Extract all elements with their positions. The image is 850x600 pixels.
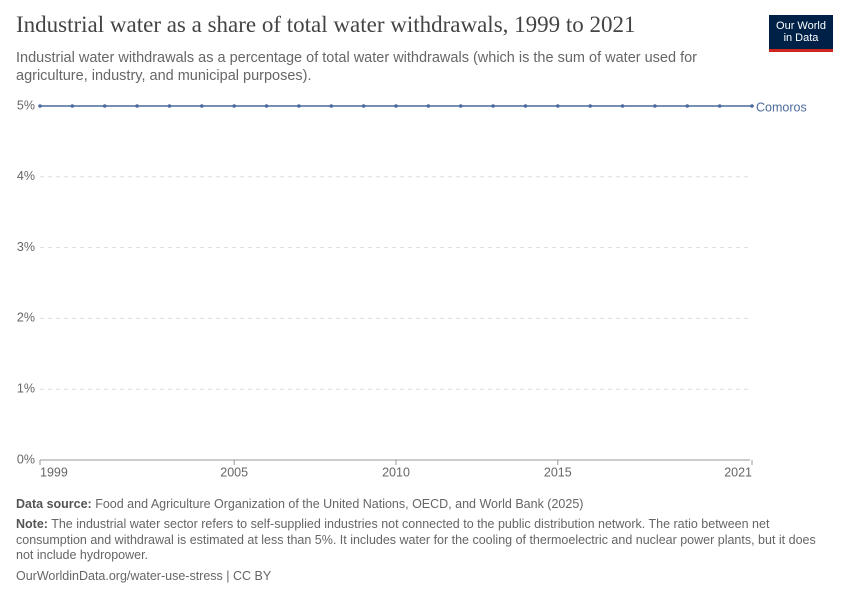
chart-title: Industrial water as a share of total wat… <box>16 12 636 37</box>
logo-line: in Data <box>783 32 819 44</box>
y-tick-label: 2% <box>17 311 35 325</box>
point <box>135 104 139 108</box>
point <box>653 104 657 108</box>
point <box>167 104 172 108</box>
y-tick-label: 1% <box>17 381 35 395</box>
x-tick-label: 2015 <box>544 465 572 479</box>
y-tick-label: 3% <box>17 240 35 254</box>
series-label: Comoros <box>756 100 807 114</box>
point <box>426 104 431 108</box>
y-tick-label: 4% <box>17 169 35 183</box>
point <box>297 104 301 108</box>
chart-subtitle: Industrial water withdrawals as a percen… <box>16 50 698 84</box>
url[interactable]: OurWorldinData.org/water-use-stress | CC… <box>16 569 272 583</box>
point <box>556 104 560 108</box>
source-text: Food and Agriculture Organization of the… <box>95 497 584 511</box>
note: Note: The industrial water sector refers… <box>16 517 821 564</box>
point <box>523 104 528 108</box>
point <box>38 104 42 108</box>
point <box>394 104 398 108</box>
x-tick-label: 2005 <box>220 465 248 479</box>
source: Data source: Food and Agriculture Organi… <box>16 497 821 513</box>
point <box>329 104 334 108</box>
point <box>750 104 754 108</box>
point <box>491 104 495 108</box>
logo-line: Our World <box>776 20 826 32</box>
y-tick-label: 5% <box>17 98 35 112</box>
note-label: Note: <box>16 517 48 531</box>
point <box>70 104 75 108</box>
point <box>102 104 107 108</box>
point <box>685 104 690 108</box>
point <box>458 104 463 108</box>
point <box>717 104 722 108</box>
point <box>232 104 236 108</box>
point <box>361 104 366 108</box>
point <box>200 104 204 108</box>
note-text: The industrial water sector refers to se… <box>16 517 816 562</box>
x-tick-label: 2021 <box>724 465 752 479</box>
point <box>588 104 592 108</box>
y-tick-label: 0% <box>17 452 35 466</box>
x-tick-label: 1999 <box>40 465 68 479</box>
x-tick-label: 2010 <box>382 465 410 479</box>
point <box>620 104 625 108</box>
logo[interactable]: Our World in Data <box>769 15 833 52</box>
source-label: Data source: <box>16 497 92 511</box>
point <box>264 104 269 108</box>
